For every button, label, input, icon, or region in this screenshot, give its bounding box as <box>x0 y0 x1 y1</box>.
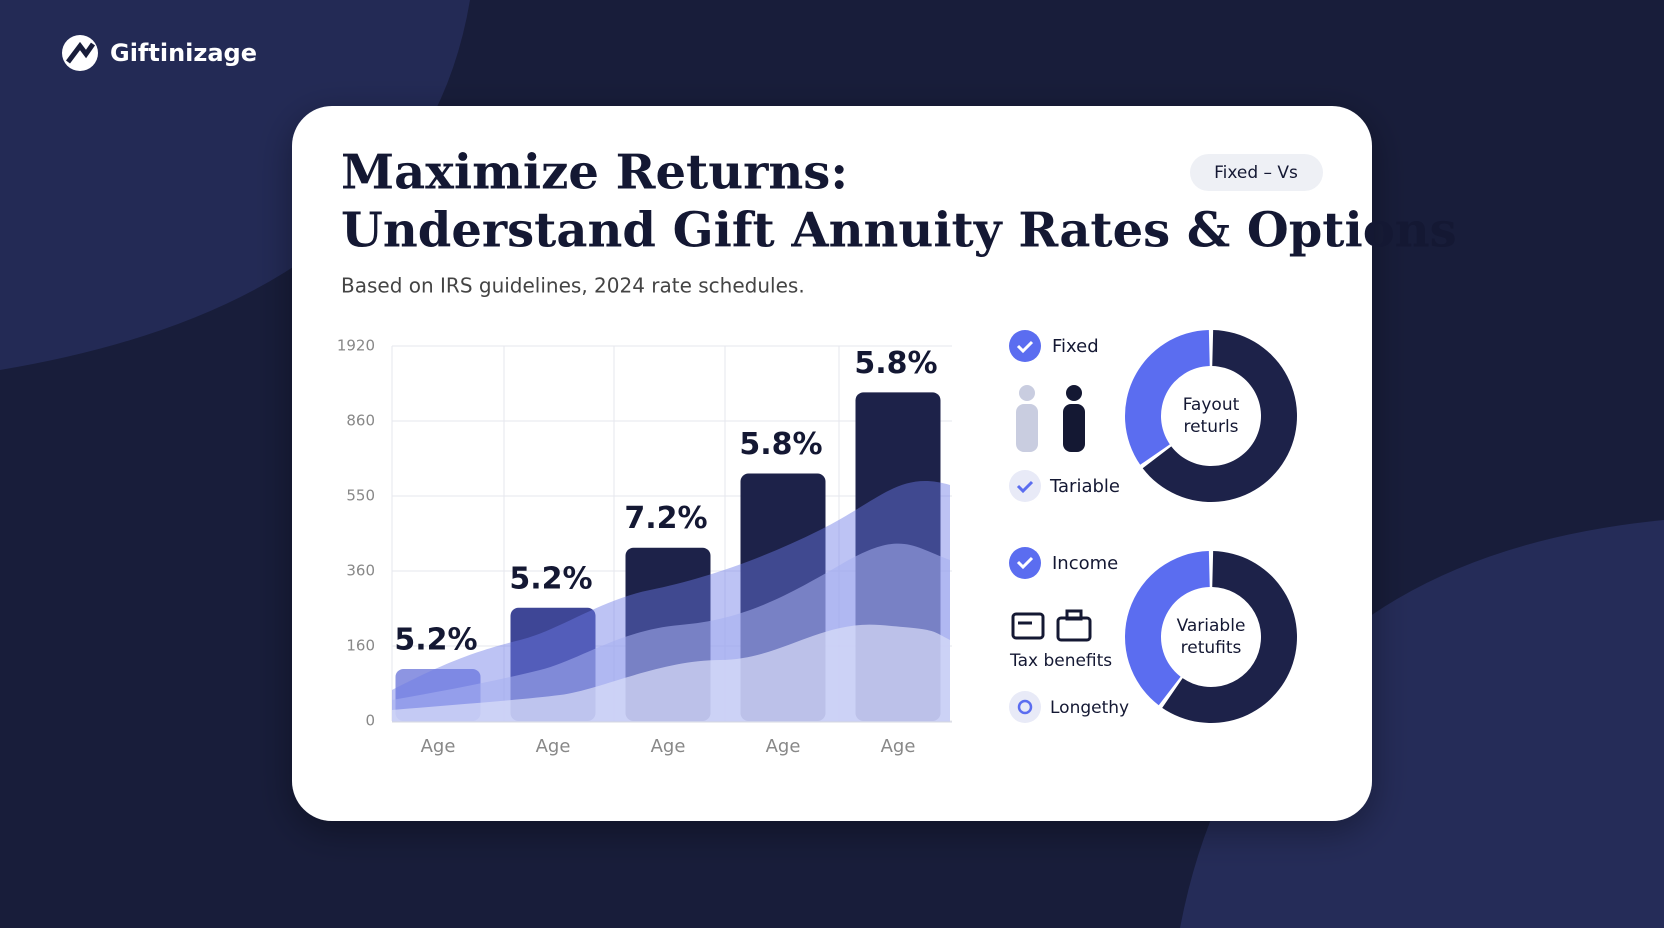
y-tick-label: 0 <box>365 712 375 730</box>
x-tick-label: Age <box>881 736 916 757</box>
donut-segment <box>1125 330 1210 465</box>
subtitle: Based on IRS guidelines, 2024 rate sched… <box>341 274 805 298</box>
donut-center-label: returls <box>1183 417 1238 437</box>
bar-annotation: 5.8% <box>854 346 937 381</box>
legend-label: Income <box>1052 553 1118 574</box>
legend-icons <box>1009 330 1092 723</box>
x-tick-label: Age <box>536 736 571 757</box>
title-line: Understand Gift Annuity Rates & Options <box>341 203 1457 259</box>
bar-annotation: 5.8% <box>739 427 822 462</box>
bar-annotation: 5.2% <box>509 561 592 596</box>
donut-segment <box>1125 551 1210 706</box>
legend-label: Tax benefits <box>1009 651 1112 671</box>
x-tick-label: Age <box>651 736 686 757</box>
y-tick-label: 160 <box>346 637 375 655</box>
x-tick-label: Age <box>766 736 801 757</box>
donut-center-label: Fayout <box>1183 395 1240 415</box>
wave-decoration <box>392 481 950 722</box>
y-tick-label: 860 <box>346 412 375 430</box>
bar-annotation: 7.2% <box>624 501 707 536</box>
legend-label: Longethy <box>1050 698 1129 718</box>
donut-segment <box>1142 330 1297 503</box>
legend-label: Fixed <box>1052 336 1099 357</box>
bg-blob <box>1180 520 1664 928</box>
bg-blob <box>0 0 470 370</box>
bar-annotation: 5.2% <box>394 622 477 657</box>
donut-center-label: Variable <box>1177 616 1246 636</box>
toggle[interactable] <box>1190 154 1323 191</box>
title-line: Maximize Returns: <box>341 145 848 201</box>
y-tick-label: 360 <box>346 562 375 580</box>
brand-logo <box>62 35 98 71</box>
brand-name: Giftinizage <box>110 39 257 67</box>
x-tick-label: Age <box>421 736 456 757</box>
y-tick-label: 1920 <box>337 337 375 355</box>
legend-label: Tariable <box>1049 476 1120 497</box>
donut-center-label: retufits <box>1181 638 1242 658</box>
y-tick-label: 550 <box>346 487 375 505</box>
donut-segment <box>1162 551 1297 723</box>
toggle-label[interactable]: Fixed – Vs <box>1214 163 1298 183</box>
